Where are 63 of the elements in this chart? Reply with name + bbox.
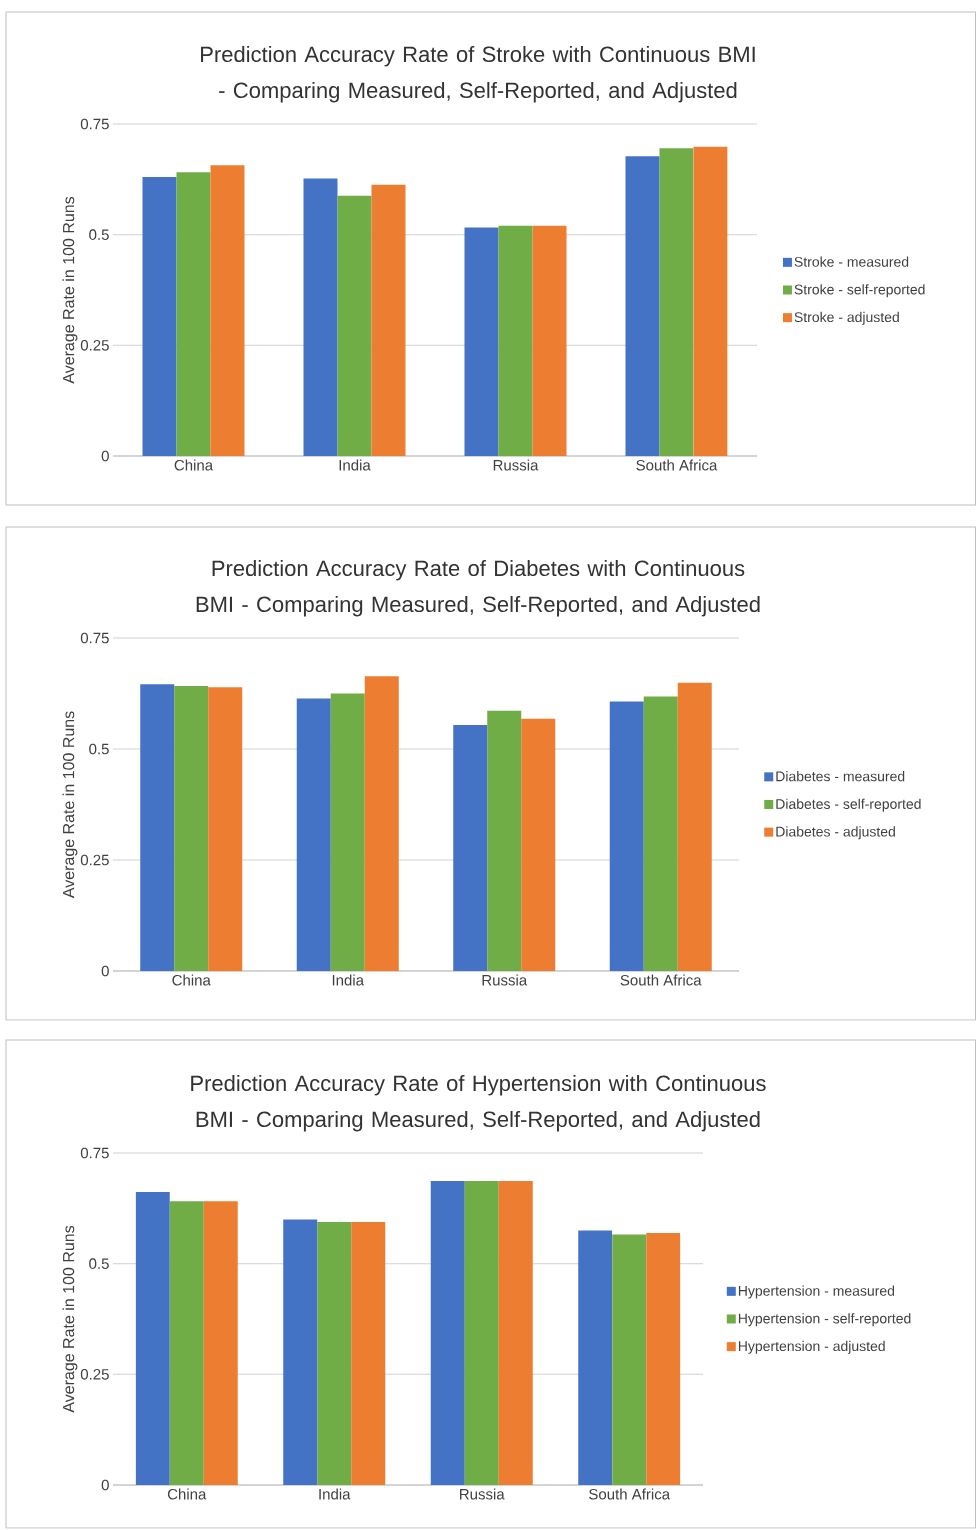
bar xyxy=(498,225,533,456)
x-tick-label: India xyxy=(339,459,371,471)
x-tick-label: China xyxy=(172,974,211,986)
legend-label: Stroke - self-reported xyxy=(794,284,925,298)
y-tick-label: 0.75 xyxy=(80,118,109,130)
x-tick-label: China xyxy=(167,1488,207,1500)
chart-title: Prediction Accuracy Rate of Hypertension with Continuous BMI - Comparing Measured, Self-Reported, and Adjusted xyxy=(191,1074,766,1132)
y-tick-label: 0 xyxy=(101,1479,109,1491)
bar xyxy=(453,725,488,971)
bar xyxy=(659,148,694,456)
legend-label: Diabetes - adjusted xyxy=(776,826,895,840)
bar xyxy=(487,710,522,971)
x-tick-label: China xyxy=(174,459,214,471)
x-tick-label: Russia xyxy=(482,974,528,986)
legend-label: Stroke - adjusted xyxy=(794,311,899,325)
y-tick-label: 0.25 xyxy=(80,854,109,866)
bar xyxy=(337,195,372,456)
y-tick-label: 0.5 xyxy=(89,743,109,755)
bar xyxy=(142,177,177,456)
y-tick-label: 0.5 xyxy=(89,1258,109,1269)
legend-label: Diabetes - self-reported xyxy=(776,798,921,812)
y-tick-label: 0.5 xyxy=(89,229,109,240)
x-tick-label: South Africa xyxy=(589,1488,671,1500)
bar xyxy=(210,165,245,456)
y-tick-label: 0.25 xyxy=(80,1369,109,1380)
chart-title: Prediction Accuracy Rate of Diabetes with Continuous BMI - Comparing Measured, Self-Reported, and Adjusted xyxy=(196,559,760,617)
bar xyxy=(677,682,712,971)
x-tick-label: Russia xyxy=(493,459,539,471)
legend-label: Stroke - measured xyxy=(794,256,909,267)
bar xyxy=(303,178,338,456)
legend-label: Hypertension - self-reported xyxy=(738,1313,911,1327)
legend-label: Hypertension - adjusted xyxy=(738,1340,885,1354)
bar xyxy=(176,172,211,456)
x-tick-label: Russia xyxy=(460,1488,505,1500)
y-axis-title: Average Rate in 100 Runs xyxy=(62,711,78,899)
bar xyxy=(609,701,644,971)
x-tick-label: South Africa xyxy=(620,974,702,986)
bar xyxy=(330,693,365,971)
chart-title: Prediction Accuracy Rate of Stroke with Continuous BMI - Comparing Measured, Self-Reported, and Adjusted xyxy=(201,45,755,103)
y-tick-label: 0.75 xyxy=(80,1147,109,1159)
bar xyxy=(532,225,567,456)
x-tick-label: South Africa xyxy=(636,459,718,471)
bar xyxy=(643,696,678,971)
bar xyxy=(296,698,331,971)
y-tick-label: 0 xyxy=(101,450,109,462)
bar xyxy=(625,156,660,456)
bar xyxy=(464,227,499,456)
legend-label: Diabetes - measured xyxy=(776,771,905,782)
y-tick-label: 0.25 xyxy=(80,340,109,351)
bar xyxy=(208,687,243,971)
bar xyxy=(364,676,399,971)
bar xyxy=(371,184,406,456)
legend-label: Hypertension - measured xyxy=(738,1285,895,1299)
y-axis-title: Average Rate in 100 Runs xyxy=(62,1225,78,1413)
bar xyxy=(693,146,728,456)
y-tick-label: 0 xyxy=(101,965,109,977)
y-tick-label: 0.75 xyxy=(80,632,109,644)
x-tick-label: India xyxy=(319,1488,351,1500)
x-tick-label: India xyxy=(332,974,365,986)
bar xyxy=(521,718,556,971)
bar xyxy=(140,684,175,971)
bar xyxy=(174,685,209,971)
y-axis-title: Average Rate in 100 Runs xyxy=(62,196,78,384)
